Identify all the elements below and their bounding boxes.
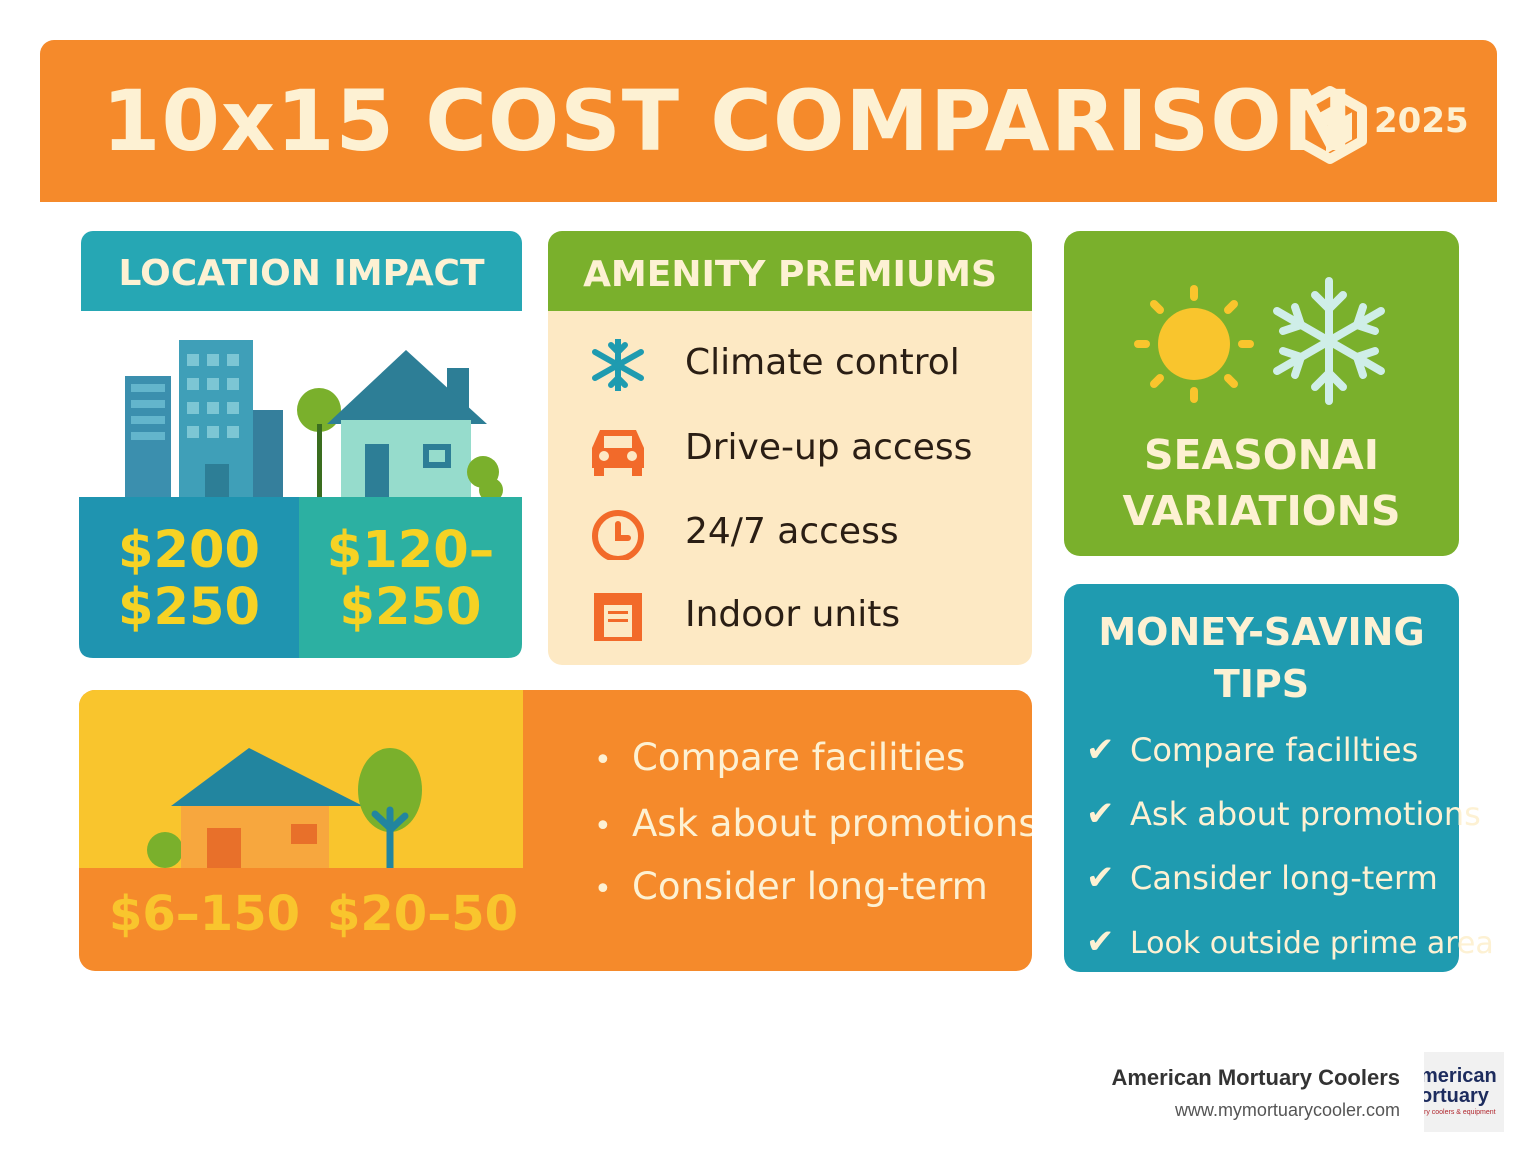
- tip-item: ✔ Compare facillties: [1086, 725, 1466, 775]
- tip-item: ✔ Look outside prime area: [1086, 917, 1494, 967]
- check-icon: ✔: [1086, 858, 1115, 898]
- brand-logo: merican ortuary ry coolers & equipment: [1424, 1052, 1504, 1132]
- hexagon-logo-icon: [1293, 86, 1367, 164]
- snowflake-icon: [1273, 277, 1385, 405]
- rural-price-a: $6–150: [109, 886, 300, 942]
- tips-title-line: MONEY-SAVING: [1098, 610, 1425, 654]
- rural-scene: [79, 690, 523, 872]
- brand-url[interactable]: www.mymortuarycooler.com: [1174, 1100, 1400, 1120]
- car-icon: [592, 430, 644, 476]
- location-impact-title: LOCATION IMPACT: [81, 231, 522, 311]
- seasonal-variations-title: SEASONAI VARIATIONS: [1064, 427, 1459, 539]
- amenity-premiums-title: AMENITY PREMIUMS: [548, 231, 1032, 311]
- rural-pricing-panel: $6–150 $20–50 • Compare facilities • Ask a…: [79, 690, 1032, 971]
- tip-label: Compare facillties: [1130, 731, 1419, 769]
- tip-label: Look outside prime area: [1130, 926, 1494, 961]
- tip-item: ✔ Cansider long-term: [1086, 853, 1466, 903]
- bullet-dot: •: [594, 743, 612, 778]
- check-icon: ✔: [1086, 922, 1115, 962]
- amenity-label: Indoor units: [685, 594, 901, 635]
- check-icon: ✔: [1086, 794, 1115, 834]
- tip-label: Cansider long-term: [1130, 859, 1438, 897]
- bullet-label: Compare facilities: [632, 736, 966, 779]
- bullet-label: Ask about promotions: [632, 802, 1032, 845]
- rural-bullet-item: • Consider long-term: [594, 859, 988, 918]
- tip-label: Ask about promotions: [1130, 795, 1481, 833]
- amenity-item: 24/7 access: [548, 502, 1032, 562]
- city-suburb-illustration: [79, 340, 522, 658]
- page-title: 10x15 COST COMPARISON: [102, 72, 1354, 170]
- seasonal-variations-panel: SEASONAI VARIATIONS: [1064, 231, 1459, 556]
- rural-bullet-item: • Compare facilities: [594, 730, 965, 789]
- tip-item: ✔ Ask about promotions: [1086, 789, 1481, 839]
- year-label: 2025: [1374, 101, 1469, 141]
- amenity-item: Climate control: [548, 333, 1032, 393]
- location-impact-panel: $200 $250 $120– $250: [79, 312, 522, 658]
- urban-price: $200: [118, 521, 260, 580]
- check-icon: ✔: [1086, 730, 1115, 770]
- seasonal-title-line: VARIATIONS: [1122, 487, 1401, 535]
- rural-price-b: $20–50: [327, 886, 518, 942]
- storage-door-icon: [594, 593, 642, 641]
- bullet-label: Consider long-term: [632, 865, 988, 908]
- urban-price-upper: $250: [118, 578, 260, 637]
- rural-house-illustration: [147, 748, 422, 872]
- money-saving-tips-panel: MONEY-SAVING TIPS ✔ Compare facillties ✔ A…: [1064, 584, 1494, 972]
- seasonal-title-line: SEASONAI: [1144, 431, 1379, 479]
- amenity-label: Climate control: [685, 342, 960, 383]
- bullet-dot: •: [594, 809, 612, 844]
- sun-icon: [1134, 285, 1254, 403]
- suburban-price: $120–: [326, 521, 495, 580]
- money-saving-tips-title: MONEY-SAVING TIPS: [1064, 606, 1459, 710]
- suburban-price-upper: $250: [339, 578, 482, 637]
- amenity-label: Drive-up access: [685, 427, 973, 468]
- tips-title-line: TIPS: [1213, 662, 1310, 706]
- amenity-label: 24/7 access: [685, 511, 899, 552]
- amenity-item: Drive-up access: [548, 418, 1032, 478]
- snowflake-icon: [592, 339, 644, 391]
- rural-bullet-item: • Ask about promotions: [594, 796, 1032, 855]
- header-banner: 10x15 COST COMPARISON 2025: [40, 40, 1497, 202]
- clock-icon: [592, 510, 644, 560]
- amenity-premiums-panel: Climate control Drive-up access 24/7 acc…: [548, 311, 1032, 665]
- brand-name: American Mortuary Coolers: [1111, 1065, 1400, 1090]
- bullet-dot: •: [594, 872, 612, 907]
- amenity-item: Indoor units: [548, 585, 1032, 645]
